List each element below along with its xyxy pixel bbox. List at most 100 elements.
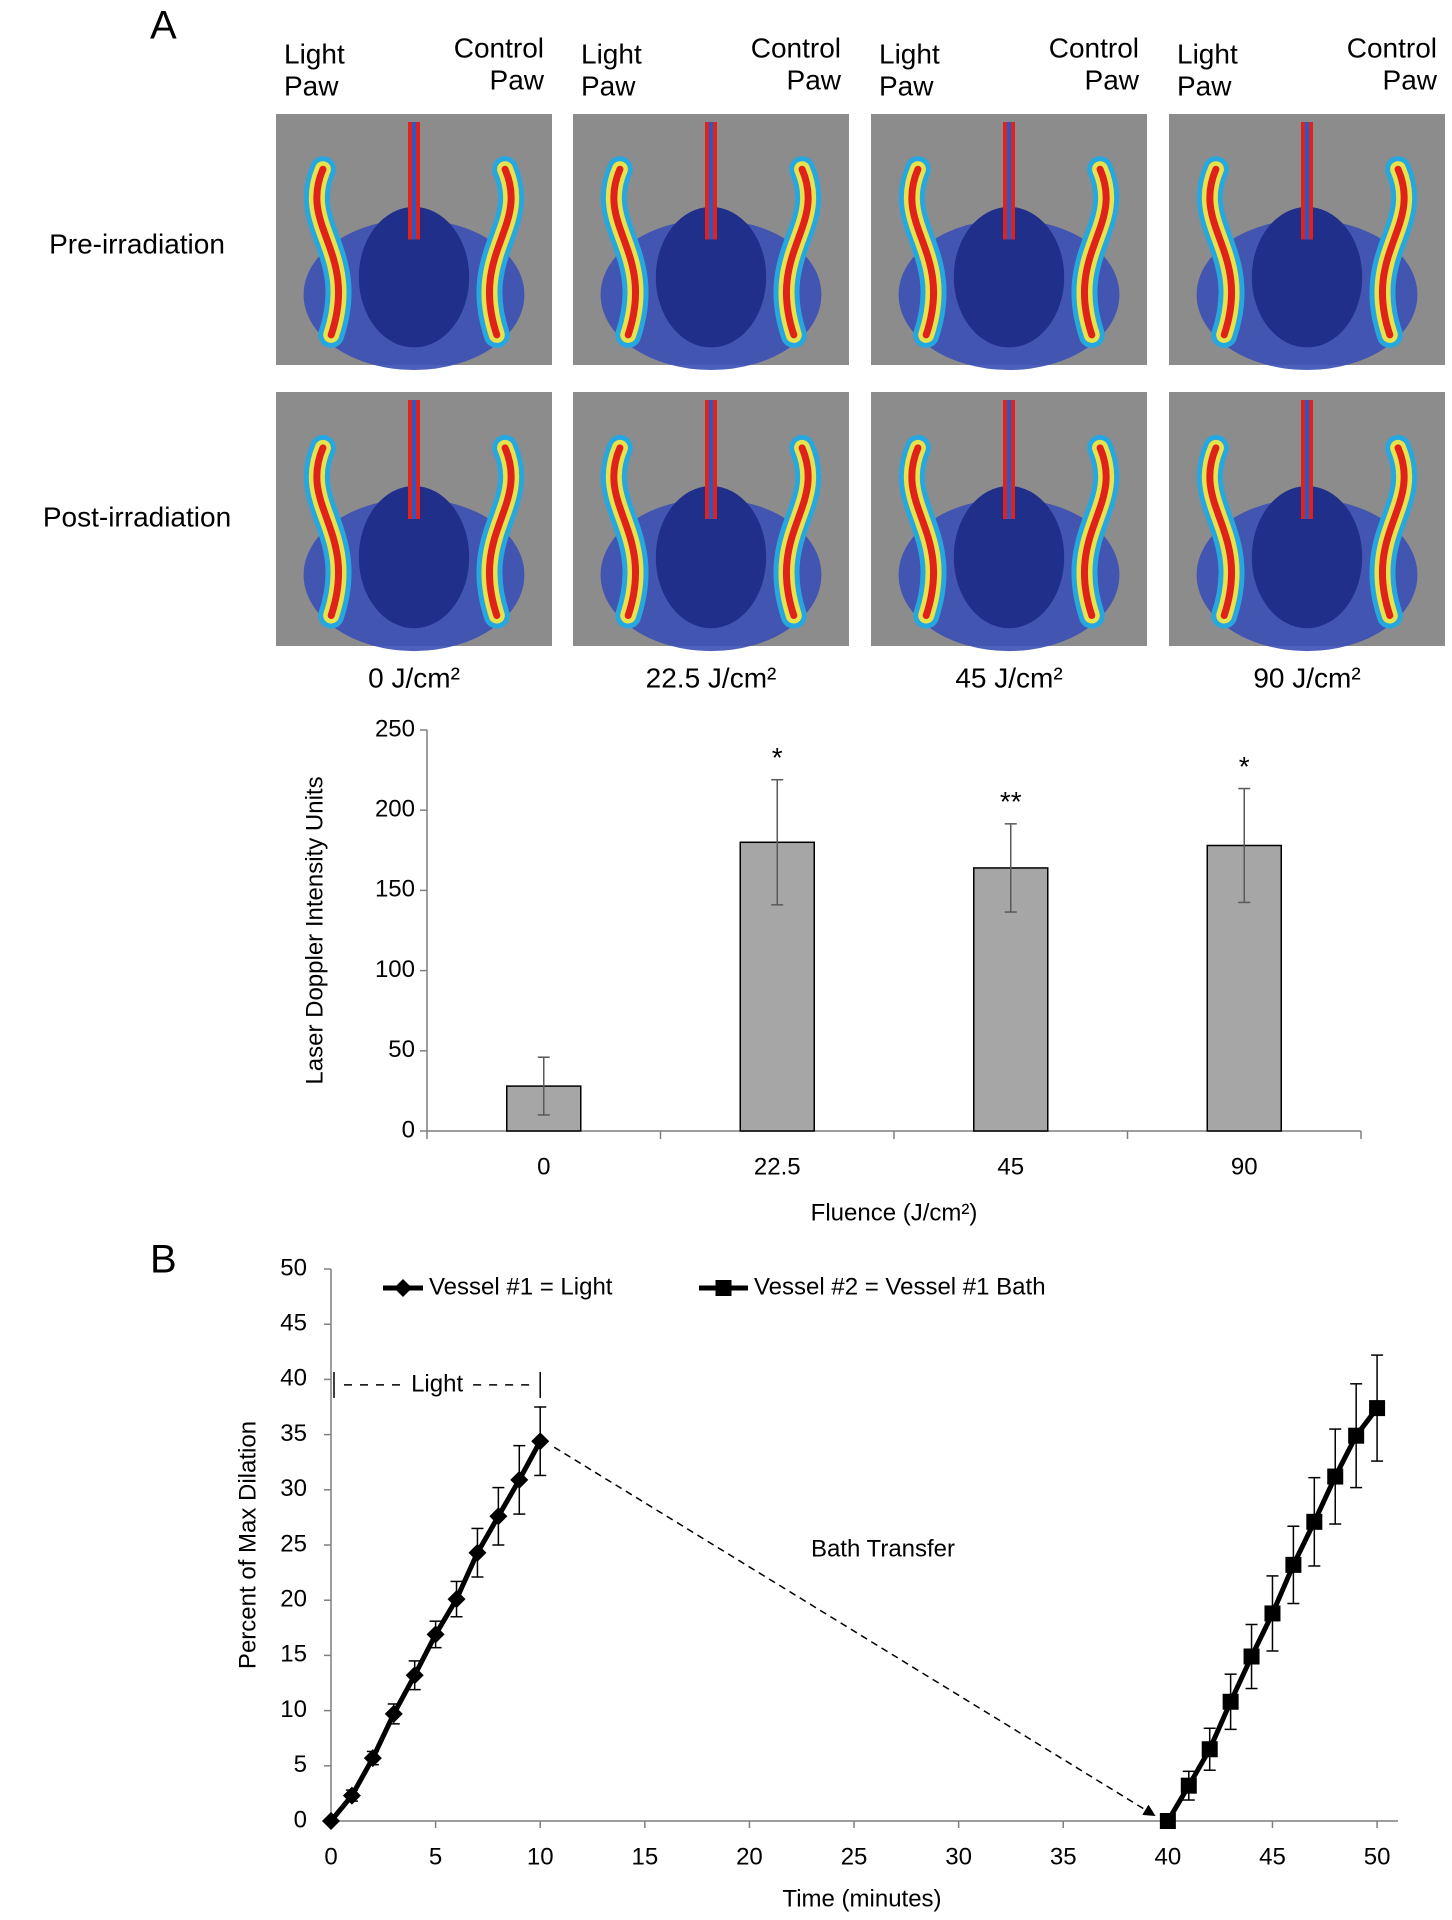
header: Control — [1049, 32, 1139, 63]
paw — [1080, 444, 1110, 620]
significance: ** — [1000, 786, 1022, 817]
marker — [394, 1279, 412, 1297]
marker — [384, 1704, 403, 1723]
marker — [322, 1812, 340, 1830]
header: Light — [1177, 38, 1238, 69]
y-tick-label: 30 — [280, 1475, 307, 1502]
marker — [1369, 1400, 1386, 1417]
header: Control — [751, 32, 841, 63]
marker — [531, 1432, 550, 1451]
header: Paw — [1177, 70, 1232, 101]
marker — [1159, 1813, 1176, 1829]
x-tick-label: 40 — [1155, 1843, 1182, 1870]
y-tick-label: 10 — [280, 1696, 307, 1723]
paw — [1206, 165, 1236, 339]
x-tick-label: 45 — [997, 1153, 1024, 1180]
body-core — [655, 485, 767, 629]
doppler-image — [573, 114, 849, 371]
y-tick-label: 150 — [375, 876, 415, 903]
y-tick-label: 250 — [375, 715, 415, 742]
marker — [1306, 1513, 1323, 1530]
arrow — [553, 1446, 1156, 1817]
paw — [1378, 444, 1408, 620]
y-tick-label: 45 — [280, 1310, 307, 1337]
header: Paw — [787, 64, 842, 95]
x-tick-label: 50 — [1364, 1843, 1391, 1870]
marker — [510, 1470, 529, 1489]
paw — [1080, 165, 1110, 339]
paw — [313, 165, 343, 339]
paw — [485, 165, 515, 339]
header: Paw — [1085, 64, 1140, 95]
fluence-label: 90 J/cm² — [1253, 662, 1360, 693]
y-tick-label: 50 — [388, 1036, 415, 1063]
header: Paw — [879, 70, 934, 101]
y-tick-label: 15 — [280, 1641, 307, 1668]
paw — [313, 444, 343, 620]
paw — [908, 165, 938, 339]
x-tick-label: 10 — [527, 1843, 554, 1870]
body-core — [358, 485, 470, 629]
y-axis-title: Laser Doppler Intensity Units — [301, 776, 328, 1084]
x-tick-label: 45 — [1259, 1843, 1286, 1870]
header: Paw — [490, 64, 545, 95]
paw — [1206, 444, 1236, 620]
marker — [1285, 1556, 1302, 1573]
x-tick-label: 22.5 — [754, 1153, 801, 1180]
paw — [610, 165, 640, 339]
doppler-image — [1169, 392, 1445, 652]
paw — [782, 165, 812, 339]
doppler-image — [1169, 114, 1445, 371]
header: Light — [879, 38, 940, 69]
marker — [342, 1786, 361, 1805]
y-tick-label: 20 — [280, 1586, 307, 1613]
doppler-image — [871, 392, 1147, 652]
fluence-label: 22.5 J/cm² — [646, 662, 777, 693]
x-tick-label: 25 — [841, 1843, 868, 1870]
x-tick-label: 0 — [324, 1843, 337, 1870]
bracket-label: Light — [411, 1370, 463, 1397]
x-axis-title: Time (minutes) — [782, 1885, 941, 1912]
y-tick-label: 0 — [402, 1116, 415, 1143]
marker — [1264, 1605, 1281, 1622]
arrow-label: Bath Transfer — [811, 1535, 955, 1562]
body-core — [1251, 206, 1363, 348]
panel-label: A — [150, 4, 177, 48]
marker — [447, 1590, 466, 1609]
header: Light — [581, 38, 642, 69]
marker — [1222, 1693, 1239, 1710]
paw — [908, 444, 938, 620]
paw — [1378, 165, 1408, 339]
marker — [468, 1543, 487, 1562]
legend-label: Vessel #2 = Vessel #1 Bath — [754, 1273, 1046, 1300]
doppler-image — [276, 392, 552, 652]
y-tick-label: 35 — [280, 1420, 307, 1447]
header: Control — [454, 32, 544, 63]
x-tick-label: 15 — [631, 1843, 658, 1870]
doppler-image — [871, 114, 1147, 371]
header: Light — [284, 38, 345, 69]
y-tick-label: 25 — [280, 1530, 307, 1557]
marker — [1348, 1427, 1365, 1444]
y-tick-label: 5 — [294, 1751, 307, 1778]
paw — [782, 444, 812, 620]
paw — [485, 444, 515, 620]
marker — [405, 1666, 424, 1685]
marker — [363, 1749, 382, 1768]
body-core — [655, 206, 767, 348]
significance: * — [1239, 751, 1250, 782]
y-axis-title: Percent of Max Dilation — [234, 1421, 261, 1669]
significance: * — [772, 742, 783, 773]
body-core — [1251, 485, 1363, 629]
fluence-label: 45 J/cm² — [955, 662, 1062, 693]
x-tick-label: 20 — [736, 1843, 763, 1870]
y-tick-label: 100 — [375, 956, 415, 983]
marker — [489, 1507, 508, 1526]
row-label: Pre-irradiation — [49, 228, 225, 259]
y-tick-label: 50 — [280, 1254, 307, 1281]
y-tick-label: 200 — [375, 796, 415, 823]
marker — [1243, 1648, 1260, 1665]
x-tick-label: 90 — [1231, 1153, 1258, 1180]
x-tick-label: 0 — [537, 1153, 550, 1180]
